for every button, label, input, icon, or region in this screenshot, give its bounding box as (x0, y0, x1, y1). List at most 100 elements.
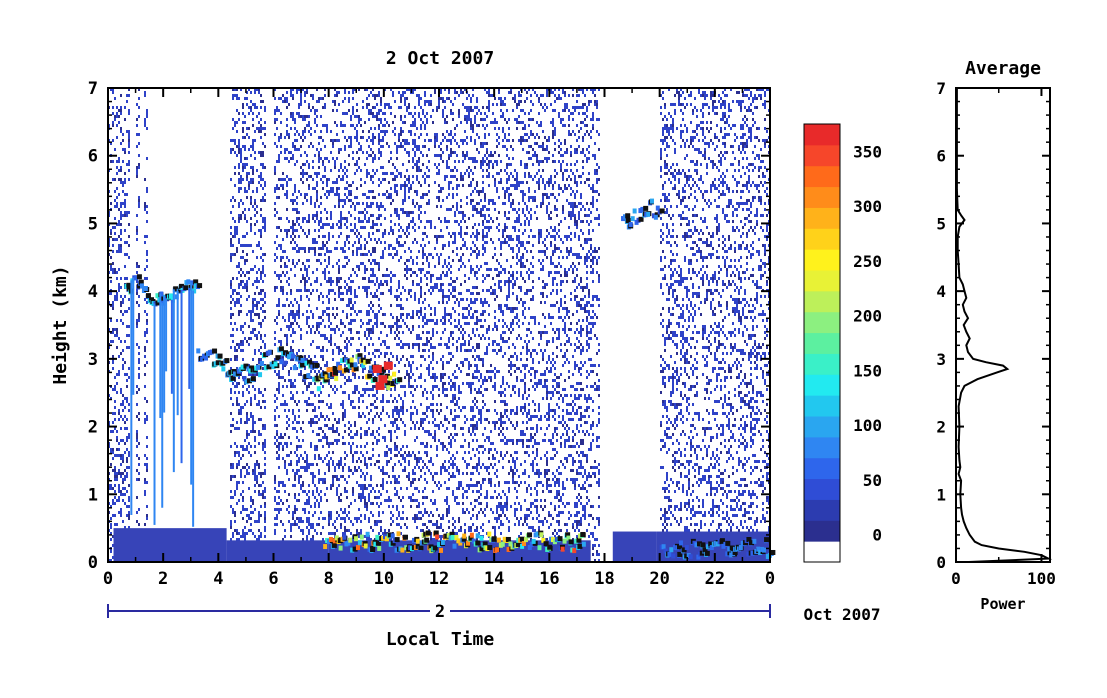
noise-cell (354, 136, 356, 139)
noise-cell (432, 514, 434, 517)
noise-cell (422, 232, 424, 235)
noise-cell (248, 136, 250, 139)
noise-cell (320, 148, 322, 151)
noise-cell (358, 331, 360, 334)
noise-cell (344, 478, 346, 481)
noise-cell (308, 217, 310, 220)
noise-cell (300, 517, 302, 520)
noise-cell (336, 529, 338, 532)
noise-cell (136, 145, 138, 148)
noise-cell (258, 538, 260, 541)
noise-cell (294, 235, 296, 238)
noise-cell (264, 109, 266, 112)
noise-cell (354, 424, 356, 427)
noise-cell (362, 136, 364, 139)
noise-cell (122, 298, 124, 301)
noise-cell (302, 520, 304, 523)
noise-cell (424, 244, 426, 247)
noise-cell (128, 256, 130, 259)
noise-cell (388, 529, 390, 532)
noise-cell (290, 313, 292, 316)
noise-cell (146, 415, 148, 418)
noise-cell (290, 322, 292, 325)
noise-cell (302, 421, 304, 424)
noise-cell (422, 496, 424, 499)
noise-cell (274, 109, 276, 112)
noise-cell (250, 202, 252, 205)
noise-cell (290, 391, 292, 394)
noise-cell (114, 388, 116, 391)
noise-cell (232, 205, 234, 208)
noise-cell (390, 88, 392, 91)
noise-cell (234, 301, 236, 304)
noise-cell (408, 106, 410, 109)
noise-cell (128, 145, 130, 148)
noise-cell (364, 271, 366, 274)
noise-cell (330, 487, 332, 490)
noise-cell (264, 193, 266, 196)
noise-cell (430, 94, 432, 97)
noise-cell (254, 466, 256, 469)
noise-cell (344, 508, 346, 511)
noise-cell (390, 433, 392, 436)
noise-cell (386, 490, 388, 493)
noise-cell (346, 175, 348, 178)
noise-cell (320, 400, 322, 403)
noise-cell (432, 346, 434, 349)
noise-cell (250, 268, 252, 271)
noise-cell (294, 163, 296, 166)
noise-cell (232, 340, 234, 343)
noise-cell (428, 184, 430, 187)
noise-cell (408, 289, 410, 292)
noise-cell (402, 331, 404, 334)
noise-cell (334, 292, 336, 295)
noise-cell (244, 136, 246, 139)
noise-cell (240, 175, 242, 178)
noise-cell (252, 511, 254, 514)
noise-cell (386, 454, 388, 457)
noise-cell (308, 259, 310, 262)
noise-cell (256, 88, 258, 91)
noise-cell (346, 379, 348, 382)
noise-cell (262, 166, 264, 169)
noise-cell (238, 376, 240, 379)
noise-cell (354, 223, 356, 226)
noise-cell (344, 391, 346, 394)
noise-cell (320, 355, 322, 358)
noise-cell (420, 244, 422, 247)
noise-cell (360, 235, 362, 238)
noise-cell (384, 532, 386, 535)
noise-cell (356, 163, 358, 166)
noise-cell (356, 385, 358, 388)
noise-cell (412, 124, 414, 127)
noise-cell (292, 154, 294, 157)
noise-cell (230, 520, 232, 523)
noise-cell (114, 268, 116, 271)
noise-cell (136, 280, 138, 283)
noise-cell (370, 175, 372, 178)
noise-cell (400, 499, 402, 502)
noise-cell (116, 319, 118, 322)
noise-cell (330, 328, 332, 331)
noise-cell (256, 304, 258, 307)
noise-cell (422, 349, 424, 352)
noise-cell (318, 259, 320, 262)
noise-cell (252, 166, 254, 169)
noise-cell (426, 193, 428, 196)
noise-cell (242, 103, 244, 106)
noise-cell (362, 277, 364, 280)
noise-cell (340, 166, 342, 169)
noise-cell (386, 451, 388, 454)
noise-cell (274, 166, 276, 169)
noise-cell (358, 361, 360, 364)
noise-cell (246, 421, 248, 424)
noise-cell (356, 295, 358, 298)
noise-cell (260, 418, 262, 421)
noise-cell (360, 394, 362, 397)
noise-cell (400, 172, 402, 175)
noise-cell (236, 109, 238, 112)
noise-cell (404, 187, 406, 190)
noise-cell (258, 490, 260, 493)
noise-cell (422, 175, 424, 178)
noise-cell (122, 454, 124, 457)
